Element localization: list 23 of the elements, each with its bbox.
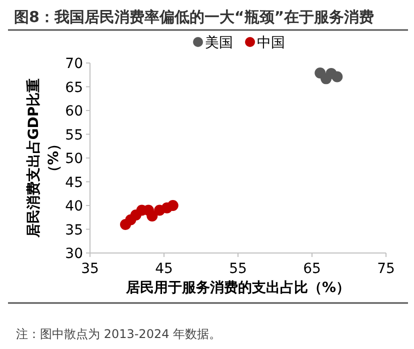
y-tick-label: 50 — [65, 151, 83, 167]
y-tick-label: 70 — [65, 56, 83, 72]
legend-label: 中国 — [257, 35, 285, 51]
x-tick-label: 45 — [155, 261, 173, 277]
y-tick-label: 40 — [65, 198, 83, 214]
y-tick-label: 35 — [65, 222, 83, 238]
y-tick-label: 60 — [65, 104, 83, 120]
x-axis-title: 居民用于服务消费的支出占比（%） — [124, 280, 350, 296]
point — [167, 200, 178, 211]
y-tick-label: 55 — [65, 127, 83, 144]
x-tick-label: 65 — [303, 261, 321, 277]
text: 注：图中散点为 2013-2024 年数据。 — [16, 327, 222, 341]
point — [332, 71, 343, 82]
y-tick-label: 65 — [65, 80, 83, 96]
x-tick-label: 35 — [81, 261, 99, 277]
x-tick-label: 75 — [377, 261, 395, 277]
y-axis-title: 居民消费支出占GDP比重（%） — [26, 78, 62, 239]
point — [146, 210, 158, 222]
x-tick-label: 55 — [229, 261, 247, 277]
y-tick-label: 30 — [65, 246, 83, 262]
y-tick-label: 45 — [65, 174, 83, 191]
legend-label: 美国 — [205, 35, 233, 51]
chart-title: 图8：我国居民消费率偏低的一大“瓶颈”在于服务消费 — [14, 8, 374, 26]
